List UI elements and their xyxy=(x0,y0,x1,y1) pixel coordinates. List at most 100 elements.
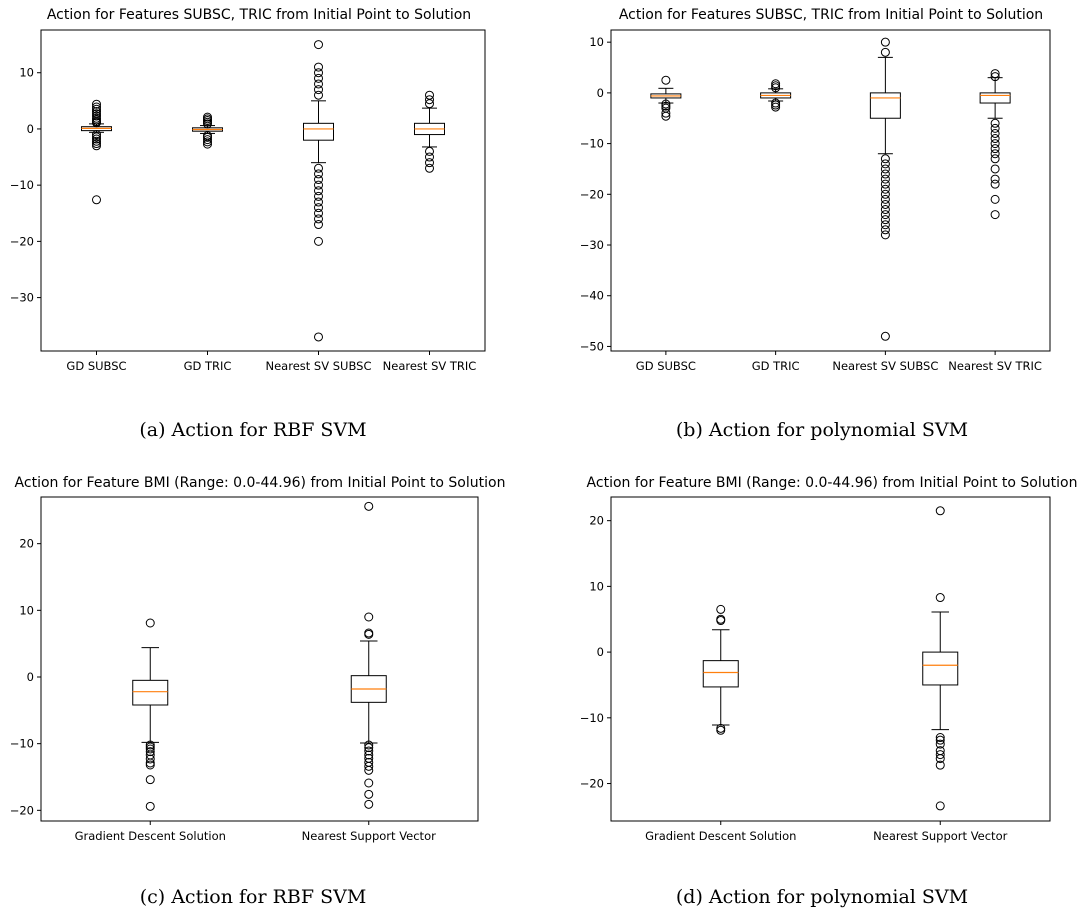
subplot-b-box-4-flier xyxy=(990,134,1000,144)
subplot-b-box-4-flier xyxy=(990,69,1000,79)
subplot-a-x-tick-label: Nearest SV TRIC xyxy=(383,359,477,373)
subplot-c-box-2-flier xyxy=(364,629,374,639)
subplot-c-box-2-flier xyxy=(364,789,374,799)
subplot-a-box-4-flier xyxy=(425,95,434,105)
subplot-b-box-4-flier xyxy=(990,123,1000,133)
subplot-c-box-2-flier xyxy=(364,501,374,511)
subplot-c-box-2-flier xyxy=(364,746,374,756)
subplot-b-y-tick-label: −10 xyxy=(580,137,604,151)
subplot-c-box-1-flier xyxy=(145,747,155,757)
subplot-b-y-tick-label: −20 xyxy=(580,187,604,201)
subplot-c-box-1-iqr-rect xyxy=(132,679,169,706)
subplot-c-box-2-flier xyxy=(364,740,374,750)
subplot-a-x-tick-label: Nearest SV SUBSC xyxy=(266,359,372,373)
subplot-d-y-tick-label: −10 xyxy=(580,711,604,725)
subplot-a-box-2-flier xyxy=(203,137,212,147)
subplot-d-box-2-flier xyxy=(935,733,945,743)
subplot-d-box-2-flier xyxy=(935,750,945,760)
subplot-b-box-2-flier xyxy=(771,102,781,112)
subplot-b-title: Action for Features SUBSC, TRIC from Ini… xyxy=(619,7,1043,23)
subplot-b-box-3-flier xyxy=(880,199,890,209)
subplot-c-x-tick-label: Gradient Descent Solution xyxy=(75,829,226,843)
subplot-c-box-1-flier xyxy=(145,775,155,785)
subplot-b-box-1-flier xyxy=(661,111,671,121)
subplot-b-box-3-flier xyxy=(880,159,890,169)
subplot-b-x-tick-label: GD TRIC xyxy=(752,359,800,373)
subplot-b-x-tick-label: Nearest SV TRIC xyxy=(948,359,1042,373)
subplot-a-box-1-flier xyxy=(92,111,101,121)
subplot-b-y-tick-label: −40 xyxy=(580,289,604,303)
subplot-a-box-4-flier xyxy=(425,146,434,156)
subplot-b-x-tick-label: GD SUBSC xyxy=(636,359,696,373)
subplot-a-box-3-flier xyxy=(314,332,323,342)
subplot-d-x-tick-label: Gradient Descent Solution xyxy=(645,829,796,843)
subplot-d-box-2-flier xyxy=(935,801,945,811)
subplot-a-box-3-flier xyxy=(314,197,323,207)
subplot-a-box-3-flier xyxy=(314,186,323,196)
subplot-b-box-3-flier xyxy=(880,37,890,47)
subplot-b-box-3-flier xyxy=(880,230,890,240)
subplot-a-box-4-flier xyxy=(425,99,434,109)
subplot-b-box-4-flier xyxy=(990,128,1000,138)
subplot-d-box-2-flier xyxy=(935,760,945,770)
subplot-a-box-3-flier xyxy=(314,163,323,173)
subplot-a-box-3-flier xyxy=(314,85,323,95)
subplot-c-box-2-flier xyxy=(364,799,374,809)
subplot-a-box-3-iqr-rect xyxy=(303,122,334,141)
subplot-d-box-2-iqr-rect xyxy=(922,651,959,686)
caption-c: (c) Action for RBF SVM xyxy=(140,886,367,908)
subplot-b-box-3-flier xyxy=(880,194,890,204)
caption-d: (d) Action for polynomial SVM xyxy=(676,886,968,908)
subplot-b-box-3-flier xyxy=(880,205,890,215)
subplot-a-box-4-flier xyxy=(425,152,434,162)
caption-b: (b) Action for polynomial SVM xyxy=(676,419,968,441)
subplot-d-box-1-flier xyxy=(716,604,726,614)
subplot-c-box-1-flier xyxy=(145,754,155,764)
subplot-d-title: Action for Feature BMI (Range: 0.0-44.96… xyxy=(587,475,1078,491)
subplot-d-box-2-flier xyxy=(935,506,945,516)
subplot-d-y-tick-label: −20 xyxy=(580,777,604,791)
subplot-b-box-4-iqr-rect xyxy=(979,92,1011,104)
subplot-c: Action for Feature BMI (Range: 0.0-44.96… xyxy=(10,475,506,843)
subplot-a-box-1-flier xyxy=(92,118,101,128)
subplot-a-y-tick-label: −20 xyxy=(10,234,34,248)
subplot-b-box-3-flier xyxy=(880,164,890,174)
subplot-c-y-tick-label: −10 xyxy=(10,737,34,751)
subplot-b-box-3-flier xyxy=(880,189,890,199)
subplot-a-y-tick-label: −30 xyxy=(10,291,34,305)
subplot-a-box-3-flier xyxy=(314,73,323,83)
subplot-b-box-4-flier xyxy=(990,139,1000,149)
subplot-a-box-3-flier xyxy=(314,214,323,224)
subplot-a-box-1-flier xyxy=(92,141,101,151)
subplot-b-box-1-flier xyxy=(661,108,671,118)
subplot-c-y-tick-label: −20 xyxy=(10,803,34,817)
subplot-b-box-3-flier xyxy=(880,184,890,194)
subplot-c-title: Action for Feature BMI (Range: 0.0-44.96… xyxy=(15,475,506,491)
subplot-b-box-2-flier xyxy=(771,83,781,93)
subplot-a-box-3-flier xyxy=(314,62,323,72)
subplot-b-box-3-flier xyxy=(880,154,890,164)
subplot-b-box-3-flier xyxy=(880,210,890,220)
subplot-a-box-3-flier xyxy=(314,208,323,218)
subplot-d-box-1-iqr-rect xyxy=(702,660,739,688)
subplot-a-box-3-flier xyxy=(314,68,323,78)
subplot-b-box-3-flier xyxy=(880,169,890,179)
subplot-a-box-4-flier xyxy=(425,158,434,168)
subplot-b-box-4-flier xyxy=(990,149,1000,159)
subplot-c-y-tick-label: 20 xyxy=(19,537,34,551)
subplot-a-y-tick-label: −10 xyxy=(10,178,34,192)
subplot-b-box-4-flier xyxy=(990,144,1000,154)
subplot-b: Action for Features SUBSC, TRIC from Ini… xyxy=(580,7,1051,373)
subplot-a-x-tick-label: GD SUBSC xyxy=(66,359,126,373)
subplot-d-box-2-flier xyxy=(935,739,945,749)
subplot-a-box-3-flier xyxy=(314,203,323,213)
subplot-a-box-2-flier xyxy=(203,135,212,145)
subplot-a-box-3-flier xyxy=(314,79,323,89)
subplot-b-box-3-flier xyxy=(880,225,890,235)
subplot-a-box-1-flier xyxy=(92,136,101,146)
subplot-b-box-3-flier xyxy=(880,179,890,189)
subplot-d-axes-frame xyxy=(610,496,1051,822)
subplot-c-box-2-flier xyxy=(364,750,374,760)
subplot-d-box-1-flier xyxy=(716,616,726,626)
subplot-a-box-3-flier xyxy=(314,169,323,179)
